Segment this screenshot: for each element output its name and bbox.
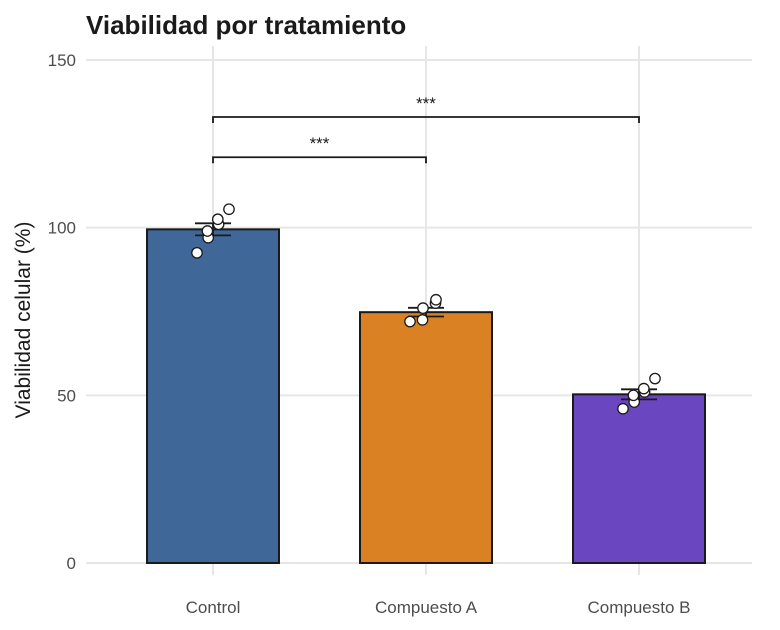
data-point xyxy=(201,225,214,237)
y-tick-label: 0 xyxy=(67,554,76,573)
data-point xyxy=(223,203,235,216)
y-tick-label: 150 xyxy=(48,51,76,70)
significance-bracket xyxy=(212,116,640,124)
y-tick-label: 50 xyxy=(57,386,76,405)
data-points xyxy=(191,203,661,415)
data-point xyxy=(416,314,429,326)
significance-bracket xyxy=(212,156,427,164)
data-point xyxy=(637,382,650,395)
x-tick-label: Compuesto A xyxy=(375,598,478,617)
data-point xyxy=(649,372,661,385)
data-point xyxy=(430,293,442,306)
data-point xyxy=(191,246,203,259)
y-tick-label: 100 xyxy=(48,219,76,238)
x-tick-label: Compuesto B xyxy=(588,598,691,617)
x-tick-label: Control xyxy=(186,598,241,617)
x-axis-ticks: Control Compuesto A Compuesto B xyxy=(186,598,691,617)
data-point xyxy=(617,402,629,415)
bar xyxy=(146,228,280,565)
bar xyxy=(359,311,493,564)
data-point xyxy=(627,389,640,402)
y-axis-label: Viabilidad celular (%) xyxy=(12,222,35,419)
significance-brackets: *** *** xyxy=(212,94,640,164)
significance-label: *** xyxy=(416,94,436,113)
bars xyxy=(146,228,706,565)
significance-label: *** xyxy=(310,134,330,153)
data-point xyxy=(211,213,224,226)
bar xyxy=(572,393,706,564)
data-point xyxy=(417,302,429,314)
y-axis-ticks: 0 50 100 150 xyxy=(48,51,76,573)
chart-title: Viabilidad por tratamiento xyxy=(86,10,406,40)
data-point xyxy=(404,315,416,328)
